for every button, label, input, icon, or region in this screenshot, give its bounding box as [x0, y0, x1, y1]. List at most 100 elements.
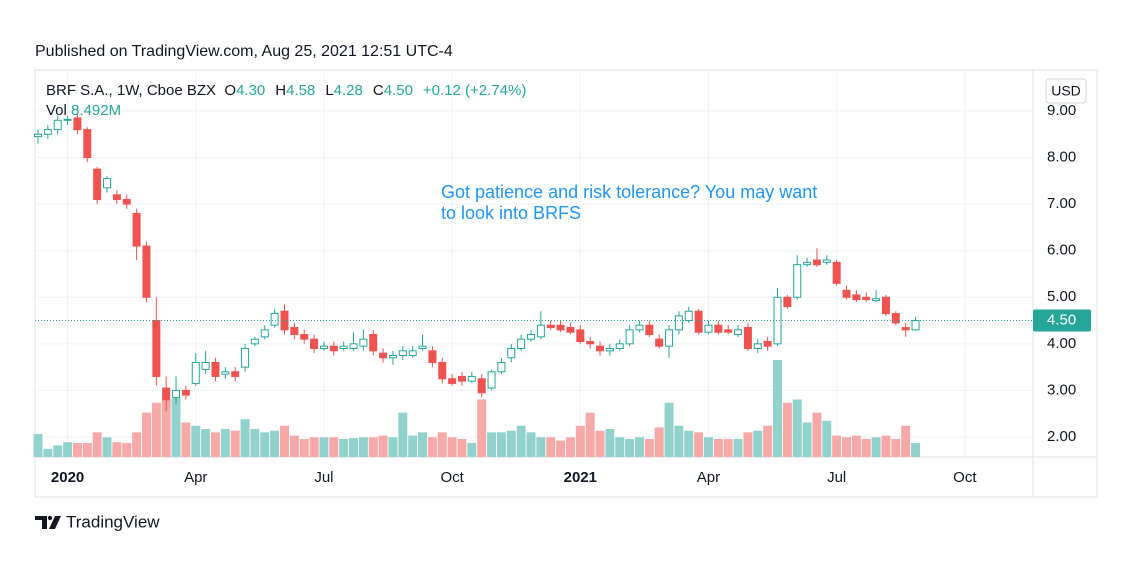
volume-bar — [477, 399, 487, 457]
candle-body — [34, 133, 42, 138]
grid — [35, 70, 1033, 457]
candle-body — [655, 338, 664, 347]
volume-bar — [842, 437, 852, 457]
volume-bar — [388, 437, 398, 457]
candle-body — [487, 371, 496, 389]
volume-bar — [506, 430, 516, 457]
volume-bar — [72, 443, 82, 457]
legend: BRF S.A., 1W, Cboe BZX O 4.30 H 4.58 L 4.28… — [46, 81, 536, 121]
candle-body — [645, 324, 654, 336]
volume-bar — [378, 435, 388, 457]
candle-body — [388, 354, 397, 359]
volume-bar — [556, 440, 566, 457]
volume-bar — [33, 433, 43, 457]
candle-body — [53, 119, 62, 131]
candle-body — [842, 289, 851, 298]
volume-bar — [240, 419, 250, 457]
candle-body — [576, 329, 585, 343]
candle-body — [93, 168, 102, 200]
candle-body — [329, 345, 338, 352]
volume-bar — [773, 360, 782, 457]
candle-body — [743, 327, 752, 349]
candle-body — [428, 350, 437, 363]
candle-body — [586, 341, 595, 345]
candle-body — [448, 378, 457, 384]
candle-body — [724, 329, 733, 333]
candle-body — [822, 259, 831, 263]
volume-bar — [122, 443, 132, 457]
volume-bar — [260, 432, 270, 457]
volume-bar — [319, 437, 329, 457]
volume-bar — [427, 437, 437, 457]
candle-body — [763, 341, 772, 347]
candle-body — [142, 245, 151, 298]
x-tick-label: 2021 — [564, 469, 597, 486]
candle-body — [339, 345, 348, 349]
candle-body — [369, 334, 378, 352]
volume-bar — [733, 438, 743, 457]
volume-bar — [171, 397, 181, 457]
legend-row: Vol 8.492M — [46, 101, 536, 121]
x-tick-label: 2020 — [51, 469, 84, 486]
candle-body — [901, 327, 910, 331]
candle-body — [162, 387, 171, 401]
candle-body — [852, 294, 861, 301]
volume-bar — [585, 412, 595, 457]
volume-bar — [684, 430, 694, 457]
volume-bar — [132, 432, 142, 457]
candle-body — [517, 338, 526, 349]
candle-body — [566, 327, 575, 333]
candle-body — [349, 343, 358, 349]
candle-body — [201, 361, 210, 370]
candle-body — [211, 361, 220, 377]
x-tick-label: Apr — [184, 469, 207, 486]
candle-body — [172, 389, 181, 398]
candle-body — [241, 347, 250, 368]
y-tick-label: 8.00 — [1047, 149, 1076, 166]
volume-bar — [763, 425, 773, 457]
volume-bar — [575, 425, 585, 457]
candle-body — [63, 118, 72, 121]
axes: 2.00 3.00 4.00 5.00 6.00 7.00 8.00 9.00 2020 Apr J… — [51, 102, 1091, 486]
candles — [34, 113, 1033, 412]
candle-body — [546, 324, 555, 329]
candle-body — [43, 129, 52, 135]
volume-bar — [358, 437, 368, 457]
candle-body — [221, 371, 230, 375]
y-tick-label: 5.00 — [1047, 288, 1076, 305]
volume-bar — [565, 437, 575, 457]
candle-body — [83, 129, 92, 159]
volume-bar — [901, 425, 911, 457]
volume-bar — [625, 438, 635, 457]
candle-body — [694, 310, 703, 333]
candle-body — [408, 350, 417, 356]
x-tick-label: Apr — [697, 469, 720, 486]
volume-bar — [792, 399, 802, 457]
candle-body — [122, 198, 131, 205]
candle-body — [714, 324, 723, 333]
candle-body — [812, 259, 821, 266]
candle-body — [793, 264, 802, 298]
volume-bar — [703, 437, 713, 457]
vol-value: 8.492M — [71, 102, 122, 119]
candle-body — [753, 343, 762, 349]
vol-label: Vol — [46, 102, 67, 119]
y-tick-label: 3.00 — [1047, 381, 1076, 398]
candle-body — [783, 296, 792, 308]
candle-body — [152, 320, 161, 377]
c-value: 4.50 — [383, 82, 413, 99]
candle-body — [507, 347, 516, 359]
volume-bar — [694, 432, 704, 457]
volume-bar — [911, 443, 921, 457]
volume-bar — [674, 425, 684, 457]
volume-bar — [161, 399, 171, 457]
volume-bar — [516, 425, 526, 457]
volume-bar — [891, 438, 901, 457]
volume-bar — [102, 437, 112, 457]
candle-body — [290, 327, 299, 336]
published: Published on TradingView.com, Aug 25, 20… — [35, 43, 453, 60]
volume-bar — [398, 412, 408, 457]
volume-bar — [595, 430, 605, 457]
volume-bar — [408, 435, 418, 457]
x-tick-label: Oct — [953, 469, 977, 486]
